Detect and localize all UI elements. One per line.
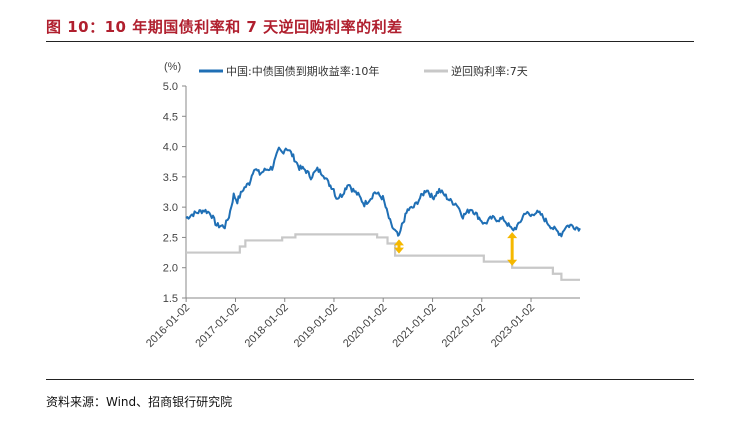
chart-legend: 中国:中债国债到期收益率:10年 逆回购利率:7天 xyxy=(199,64,528,78)
x-tick-label: 2022-01-02 xyxy=(440,302,488,350)
line-chart: 5.0 4.5 4.0 3.5 3.0 2.5 2.0 1.5 2016-01-02 2017-… xyxy=(144,61,581,350)
x-tick-label: 2018-01-02 xyxy=(243,302,291,350)
chart-annotations xyxy=(393,232,518,266)
source-note: 资料来源：Wind、招商银行研究院 xyxy=(46,395,233,409)
y-tick-label: 4.0 xyxy=(163,142,178,154)
y-axis-unit: (%) xyxy=(164,61,181,73)
y-tick-label: 2.5 xyxy=(163,232,178,244)
x-tick-label: 2021-01-02 xyxy=(390,302,438,350)
y-tick-label: 2.0 xyxy=(163,263,178,275)
series-line-cgb-10y xyxy=(185,146,581,238)
arrow-head-up xyxy=(507,232,518,239)
arrow-head-down xyxy=(393,247,404,254)
spread-double-arrow xyxy=(393,239,404,254)
footer-divider xyxy=(46,379,694,380)
y-tick-label: 3.5 xyxy=(163,172,178,184)
y-tick-label: 1.5 xyxy=(163,293,178,305)
y-tick-label: 3.0 xyxy=(163,202,178,214)
y-axis-labels: 5.0 4.5 4.0 3.5 3.0 2.5 2.0 1.5 xyxy=(163,81,178,305)
y-tick-label: 4.5 xyxy=(163,111,178,123)
title-divider xyxy=(46,41,694,42)
y-tick-label: 5.0 xyxy=(163,81,178,93)
chart-axes xyxy=(182,85,580,302)
x-tick-label: 2020-01-02 xyxy=(341,302,389,350)
legend-label-cgb-10y: 中国:中债国债到期收益率:10年 xyxy=(226,64,379,78)
chart-series xyxy=(185,146,581,281)
x-tick-label: 2016-01-02 xyxy=(144,302,192,350)
spread-double-arrow xyxy=(507,232,518,266)
figure-title: 图 10：10 年期国债利率和 7 天逆回购利率的利差 xyxy=(46,18,403,36)
arrow-head-up xyxy=(393,239,404,246)
x-tick-label: 2023-01-02 xyxy=(489,302,537,350)
x-tick-label: 2017-01-02 xyxy=(193,302,241,350)
x-tick-label: 2019-01-02 xyxy=(292,302,340,350)
legend-label-repo-7d: 逆回购利率:7天 xyxy=(451,64,528,78)
arrow-head-down xyxy=(507,259,518,266)
series-line-repo-7d xyxy=(186,233,580,281)
x-axis-labels: 2016-01-02 2017-01-02 2018-01-02 2019-01-02… xyxy=(144,302,537,350)
